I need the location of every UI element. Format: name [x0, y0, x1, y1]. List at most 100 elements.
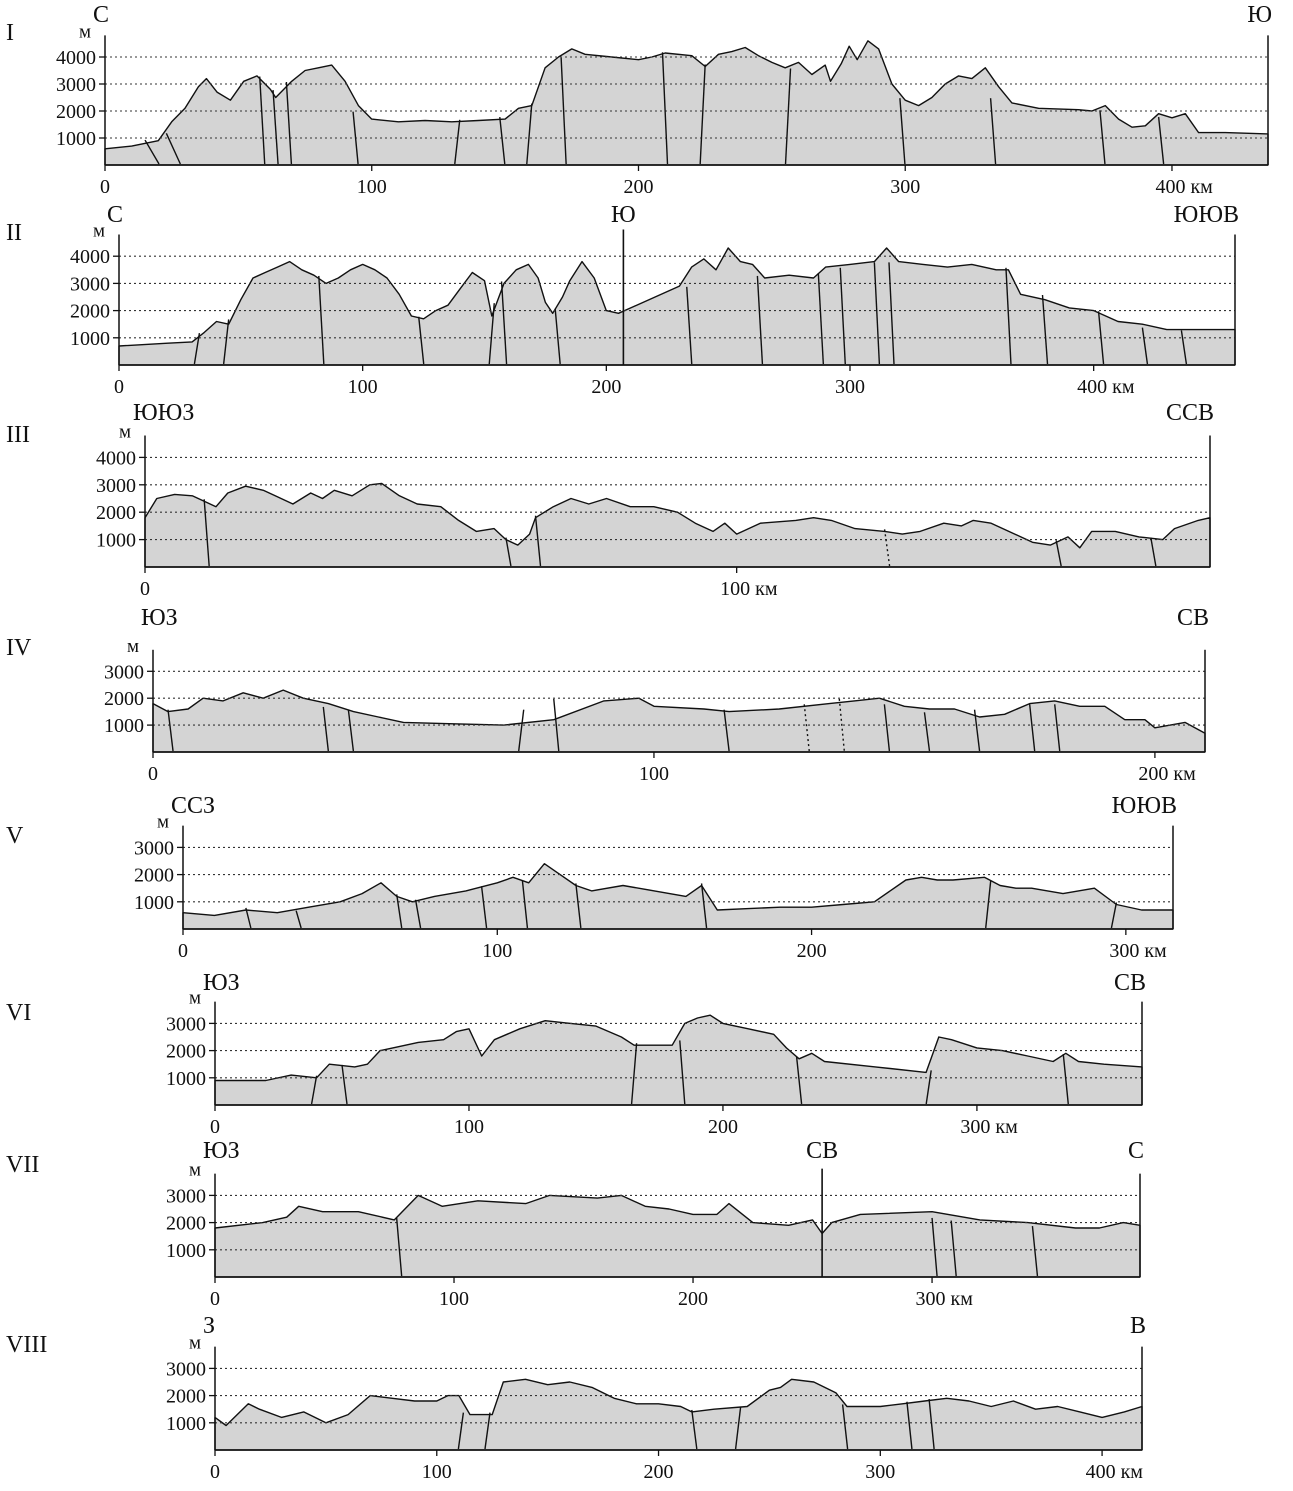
direction-label-mid: Ю: [611, 202, 636, 228]
fault-line: [272, 90, 279, 165]
y-unit-label: м: [119, 421, 131, 442]
profile-number: VIII: [6, 1332, 47, 1358]
fault-line: [245, 907, 252, 929]
direction-label-left: С: [93, 2, 109, 28]
direction-label-right: ССВ: [1166, 400, 1214, 426]
x-tick-label: 200 км: [1138, 763, 1196, 785]
fault-line: [322, 706, 330, 752]
x-tick-label: 300: [835, 376, 865, 398]
direction-label-right: СВ: [1114, 970, 1146, 996]
y-unit-label: м: [79, 21, 91, 42]
x-tick-label: 0: [100, 176, 110, 198]
y-tick-label: 1000: [104, 715, 144, 737]
y-tick-label: 3000: [166, 1358, 206, 1380]
x-tick-label: 300 км: [960, 1116, 1018, 1138]
fault-line: [756, 275, 764, 365]
y-tick-label: 3000: [56, 74, 96, 96]
fault-line: [193, 332, 201, 365]
x-tick-label: 100: [454, 1116, 484, 1138]
profile-number: I: [6, 20, 14, 46]
y-tick-label: 4000: [56, 47, 96, 69]
y-tick-label: 1000: [166, 1413, 206, 1435]
x-tick-label: 100: [422, 1461, 452, 1483]
fault-line: [341, 1064, 348, 1105]
y-tick-label: 3000: [70, 273, 110, 295]
x-tick-label: 100: [439, 1288, 469, 1310]
profile-number: III: [6, 422, 30, 448]
y-tick-label: 1000: [56, 128, 96, 150]
x-tick-label: 200: [708, 1116, 738, 1138]
direction-label-left: З: [203, 1313, 215, 1339]
y-unit-label: м: [189, 988, 201, 1009]
fault-line: [841, 1404, 849, 1450]
fault-line: [838, 698, 846, 752]
fault-line: [906, 1401, 913, 1450]
fault-line: [985, 880, 992, 929]
fault-line: [691, 1409, 698, 1450]
profile-VII: 1000 2000 3000 м 0 100 200 300 км СВ VII ЮЗ С: [6, 1138, 1144, 1310]
direction-label-left: ССЗ: [171, 793, 215, 819]
fault-line: [989, 98, 997, 165]
fault-line: [488, 303, 495, 365]
fault-line: [165, 133, 181, 165]
profile-VI: 1000 2000 3000 м 0 100 200 300 км VI ЮЗ СВ: [6, 970, 1146, 1138]
fault-line: [1141, 327, 1149, 365]
x-tick-label: 400 км: [1077, 376, 1135, 398]
fault-line: [883, 529, 891, 567]
fault-line: [1099, 110, 1106, 165]
direction-label-left: ЮЮЗ: [133, 400, 194, 426]
fault-line: [222, 319, 230, 365]
fault-line: [560, 57, 567, 165]
y-tick-label: 1000: [96, 530, 136, 552]
terrain-profile-II: [118, 247, 1236, 366]
y-unit-label: м: [157, 812, 169, 833]
direction-label-right: В: [1130, 1313, 1146, 1339]
x-tick-label: 200: [591, 376, 621, 398]
fault-line: [1150, 537, 1157, 567]
profile-I: 1000 2000 3000 4000 м 0 100 200 300 400 км I С Ю: [6, 2, 1272, 198]
profile-number: IV: [6, 635, 32, 661]
x-tick-label: 100: [482, 940, 512, 962]
x-tick-label: 300: [865, 1461, 895, 1483]
x-tick-label: 0: [140, 578, 150, 600]
x-tick-label: 0: [210, 1116, 220, 1138]
x-tick-label: 400 км: [1086, 1461, 1144, 1483]
fault-line: [795, 1056, 803, 1105]
profile-III: 1000 2000 3000 4000 м 0 100 км III ЮЮЗ ССВ: [6, 400, 1214, 600]
direction-label-right: ЮЮВ: [1174, 202, 1239, 228]
profile-IV: 1000 2000 3000 м 0 100 200 км IV ЮЗ СВ: [6, 605, 1209, 785]
fault-line: [1097, 311, 1105, 365]
x-tick-label: 300: [890, 176, 920, 198]
y-unit-label: м: [127, 636, 139, 657]
x-tick-label: 400 км: [1155, 176, 1213, 198]
fault-line: [396, 894, 403, 929]
profile-number: VI: [6, 1000, 31, 1026]
direction-label-right: ЮЮВ: [1112, 793, 1177, 819]
fault-line: [630, 1043, 638, 1105]
y-unit-label: м: [189, 1333, 201, 1354]
y-tick-label: 4000: [96, 447, 136, 469]
fault-line: [457, 1412, 465, 1450]
terrain-profile-V: [182, 863, 1174, 930]
fault-line: [500, 281, 508, 365]
fault-line: [928, 1398, 935, 1450]
y-unit-label: м: [189, 1160, 201, 1181]
direction-label-left: ЮЗ: [141, 605, 178, 631]
fault-line: [505, 537, 512, 567]
fault-line: [526, 103, 533, 165]
x-tick-label: 100: [639, 763, 669, 785]
fault-line: [873, 262, 881, 365]
terrain-profile-VIII: [214, 1378, 1143, 1451]
x-tick-label: 100 км: [720, 578, 778, 600]
y-tick-label: 1000: [70, 328, 110, 350]
direction-label-right: С: [1128, 1138, 1144, 1164]
fault-line: [144, 139, 160, 165]
y-tick-label: 2000: [134, 865, 174, 887]
fault-line: [418, 316, 425, 365]
x-tick-label: 0: [210, 1288, 220, 1310]
profile-V: 1000 2000 3000 м 0 100 200 300 км V ССЗ ЮЮВ: [6, 793, 1177, 962]
fault-line: [734, 1407, 742, 1450]
fault-line: [1005, 267, 1012, 365]
fault-line: [1054, 704, 1061, 752]
x-tick-label: 200: [644, 1461, 674, 1483]
